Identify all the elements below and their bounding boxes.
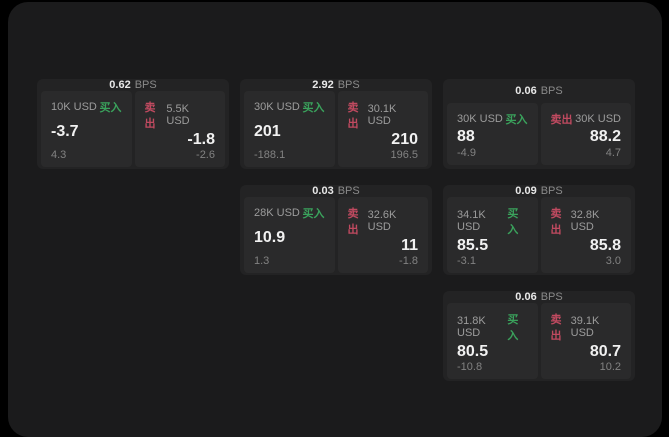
quote-card: 0.06 BPS 31.8K USD 买入 80.5 -10.8 卖出 39.1…: [443, 291, 635, 381]
sell-price: 85.8: [589, 237, 621, 254]
buy-price: 88: [457, 128, 475, 146]
buy-delta: -4.9: [457, 147, 476, 159]
bps-value: 0.06: [515, 85, 537, 97]
buy-side-label: 买入: [99, 102, 122, 114]
sell-price: -1.8: [187, 131, 215, 148]
sell-size: 32.8K USD: [570, 209, 600, 233]
buy-side-label: 买入: [505, 114, 528, 126]
buy-delta: 1.3: [254, 254, 270, 267]
bps-unit: BPS: [337, 79, 360, 91]
card-header: 0.62 BPS: [41, 79, 225, 91]
sell-side-label: 卖出: [550, 114, 573, 126]
card-header: 0.06 BPS: [447, 291, 631, 303]
card-header: 0.09 BPS: [447, 185, 631, 197]
sell-tile[interactable]: 卖出 32.6K USD 11 -1.8: [337, 197, 428, 273]
buy-price: 80.5: [457, 343, 489, 360]
buy-size: 31.8K USD: [457, 315, 486, 339]
buy-tile[interactable]: 34.1K USD 买入 85.5 -3.1: [447, 197, 538, 273]
sell-size: 32.6K USD: [367, 209, 397, 233]
buy-price: -3.7: [51, 123, 79, 140]
sell-tile[interactable]: 卖出 30K USD 88.2 4.7: [540, 103, 631, 165]
buy-tile[interactable]: 30K USD 买入 201 -188.1: [244, 91, 335, 167]
buy-tile[interactable]: 10K USD 买入 -3.7 4.3: [41, 91, 132, 167]
quote-card: 0.06 BPS 30K USD 买入 88 -4.9 卖出 30K USD: [443, 79, 635, 169]
bps-unit: BPS: [134, 79, 157, 91]
sell-delta: 196.5: [390, 148, 418, 161]
bps-unit: BPS: [540, 185, 563, 197]
bps-value: 0.03: [312, 185, 334, 197]
sell-price: 11: [401, 237, 418, 254]
buy-price: 201: [254, 123, 281, 140]
buy-size: 30K USD: [254, 101, 300, 113]
sell-delta: 10.2: [599, 360, 621, 373]
sell-side-label: 卖出: [347, 102, 359, 130]
main-panel: 0.62 BPS 10K USD 买入 -3.7 4.3 卖出 5.5K USD: [8, 2, 662, 437]
quote-card: 0.09 BPS 34.1K USD 买入 85.5 -3.1 卖出 32.8K…: [443, 185, 635, 275]
buy-delta: -3.1: [457, 254, 476, 267]
quote-card: 2.92 BPS 30K USD 买入 201 -188.1 卖出 30.1K …: [240, 79, 432, 169]
bps-unit: BPS: [337, 185, 360, 197]
sell-price: 210: [391, 131, 418, 148]
buy-tile[interactable]: 31.8K USD 买入 80.5 -10.8: [447, 303, 538, 379]
bps-value: 0.09: [515, 185, 537, 197]
sell-size: 30K USD: [575, 113, 621, 125]
sell-delta: 3.0: [605, 254, 621, 267]
sell-side-label: 卖出: [347, 208, 359, 236]
buy-size: 28K USD: [254, 207, 300, 219]
quote-cards-grid: 0.62 BPS 10K USD 买入 -3.7 4.3 卖出 5.5K USD: [37, 79, 635, 381]
card-header: 0.06 BPS: [447, 79, 631, 103]
sell-delta: -2.6: [196, 148, 215, 161]
buy-side-label: 买入: [507, 314, 519, 342]
buy-price: 85.5: [457, 237, 489, 254]
card-header: 2.92 BPS: [244, 79, 428, 91]
card-header: 0.03 BPS: [244, 185, 428, 197]
sell-side-label: 卖出: [550, 314, 562, 342]
sell-size: 39.1K USD: [570, 315, 600, 339]
buy-delta: -188.1: [254, 148, 286, 161]
sell-side-label: 卖出: [144, 102, 156, 130]
buy-size: 34.1K USD: [457, 209, 486, 233]
buy-side-label: 买入: [302, 102, 325, 114]
quote-card: 0.62 BPS 10K USD 买入 -3.7 4.3 卖出 5.5K USD: [37, 79, 229, 169]
buy-tile[interactable]: 28K USD 买入 10.9 1.3: [244, 197, 335, 273]
buy-delta: 4.3: [51, 148, 67, 161]
sell-tile[interactable]: 卖出 5.5K USD -1.8 -2.6: [134, 91, 225, 167]
sell-size: 5.5K USD: [166, 103, 190, 127]
quote-card: 0.03 BPS 28K USD 买入 10.9 1.3 卖出 32.6K US…: [240, 185, 432, 275]
sell-price: 80.7: [589, 343, 621, 360]
bps-value: 0.62: [109, 79, 131, 91]
sell-delta: -1.8: [399, 254, 418, 267]
bps-unit: BPS: [540, 291, 563, 303]
bps-value: 2.92: [312, 79, 334, 91]
sell-tile[interactable]: 卖出 32.8K USD 85.8 3.0: [540, 197, 631, 273]
sell-tile[interactable]: 卖出 30.1K USD 210 196.5: [337, 91, 428, 167]
buy-side-label: 买入: [507, 208, 519, 236]
buy-side-label: 买入: [302, 208, 325, 220]
sell-tile[interactable]: 卖出 39.1K USD 80.7 10.2: [540, 303, 631, 379]
sell-price: 88.2: [589, 128, 621, 146]
bps-value: 0.06: [515, 291, 537, 303]
bps-unit: BPS: [540, 85, 563, 97]
buy-tile[interactable]: 30K USD 买入 88 -4.9: [447, 103, 538, 165]
buy-price: 10.9: [254, 229, 286, 246]
buy-size: 30K USD: [457, 113, 503, 125]
sell-side-label: 卖出: [550, 208, 562, 236]
buy-delta: -10.8: [457, 360, 483, 373]
buy-size: 10K USD: [51, 101, 97, 113]
sell-delta: 4.7: [605, 147, 621, 159]
sell-size: 30.1K USD: [367, 103, 397, 127]
